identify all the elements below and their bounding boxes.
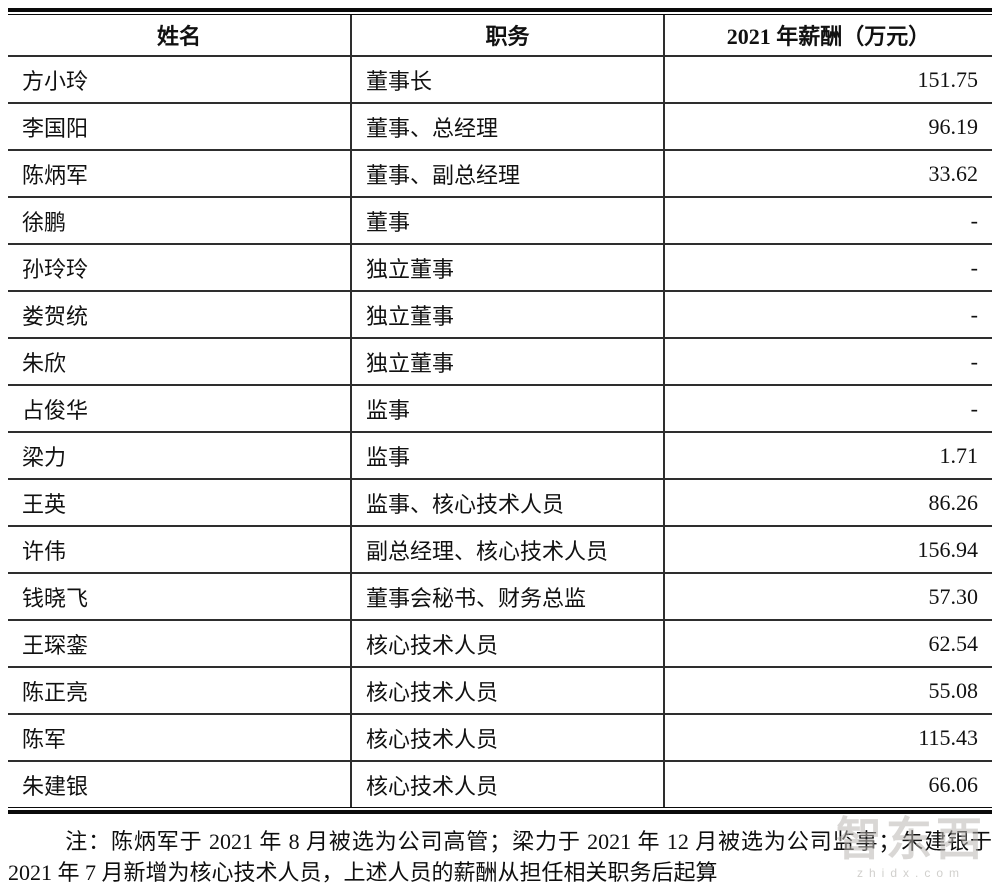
salary-cell: - xyxy=(663,386,992,431)
title-cell: 董事长 xyxy=(350,57,663,102)
salary-cell: 33.62 xyxy=(663,151,992,196)
salary-cell: - xyxy=(663,198,992,243)
name-cell: 朱欣 xyxy=(22,350,67,376)
name-cell: 钱晓飞 xyxy=(22,585,89,611)
title-cell: 董事、副总经理 xyxy=(350,151,663,196)
title-cell: 核心技术人员 xyxy=(350,762,663,807)
salary-cell: 66.06 xyxy=(663,762,992,807)
table-row: 占俊华 监事 - xyxy=(8,386,992,433)
title-cell: 董事、总经理 xyxy=(350,104,663,149)
salary-cell: - xyxy=(663,292,992,337)
salary-cell: 156.94 xyxy=(663,527,992,572)
table-row: 陈军 核心技术人员 115.43 xyxy=(8,715,992,762)
table-row: 陈炳军 董事、副总经理 33.62 xyxy=(8,151,992,198)
title-cell: 独立董事 xyxy=(350,339,663,384)
salary-cell: 57.30 xyxy=(663,574,992,619)
header-title: 职务 xyxy=(350,15,663,55)
table-header-row: 姓名 职务 2021 年薪酬（万元） xyxy=(8,15,992,57)
name-cell: 陈炳军 xyxy=(22,162,89,188)
title-cell: 独立董事 xyxy=(350,292,663,337)
table-row: 钱晓飞 董事会秘书、财务总监 57.30 xyxy=(8,574,992,621)
salary-cell: 86.26 xyxy=(663,480,992,525)
title-cell: 监事 xyxy=(350,386,663,431)
title-cell: 核心技术人员 xyxy=(350,668,663,713)
name-cell: 陈军 xyxy=(22,726,67,752)
name-cell: 王琛銮 xyxy=(22,632,89,658)
name-cell: 娄贺统 xyxy=(22,303,89,329)
table-row: 朱欣 独立董事 - xyxy=(8,339,992,386)
title-cell: 独立董事 xyxy=(350,245,663,290)
salary-cell: 151.75 xyxy=(663,57,992,102)
name-cell: 陈正亮 xyxy=(22,679,89,705)
table-row: 孙玲玲 独立董事 - xyxy=(8,245,992,292)
table-row: 方小玲 董事长 151.75 xyxy=(8,57,992,104)
name-cell: 朱建银 xyxy=(22,773,89,799)
table-top-rule xyxy=(8,8,992,15)
title-cell: 核心技术人员 xyxy=(350,715,663,760)
table-row: 徐鹏 董事 - xyxy=(8,198,992,245)
salary-cell: 55.08 xyxy=(663,668,992,713)
salary-cell: 115.43 xyxy=(663,715,992,760)
table-row: 王英 监事、核心技术人员 86.26 xyxy=(8,480,992,527)
title-cell: 董事 xyxy=(350,198,663,243)
title-cell: 副总经理、核心技术人员 xyxy=(350,527,663,572)
name-cell: 王英 xyxy=(22,491,67,517)
table-row: 梁力 监事 1.71 xyxy=(8,433,992,480)
header-name: 姓名 xyxy=(156,24,201,49)
header-salary: 2021 年薪酬（万元） xyxy=(663,15,992,55)
title-cell: 监事、核心技术人员 xyxy=(350,480,663,525)
name-cell: 占俊华 xyxy=(22,397,89,423)
salary-cell: - xyxy=(663,339,992,384)
name-cell: 孙玲玲 xyxy=(22,256,89,282)
name-cell: 徐鹏 xyxy=(22,209,67,235)
table-row: 李国阳 董事、总经理 96.19 xyxy=(8,104,992,151)
table-body: 方小玲 董事长 151.75 李国阳 董事、总经理 96.19 陈炳军 董事、副… xyxy=(8,57,992,807)
salary-cell: 1.71 xyxy=(663,433,992,478)
table-row: 朱建银 核心技术人员 66.06 xyxy=(8,762,992,807)
title-cell: 监事 xyxy=(350,433,663,478)
table-row: 娄贺统 独立董事 - xyxy=(8,292,992,339)
title-cell: 核心技术人员 xyxy=(350,621,663,666)
table-bottom-rule xyxy=(8,807,992,814)
salary-cell: 96.19 xyxy=(663,104,992,149)
footnote: 注：陈炳军于 2021 年 8 月被选为公司高管；梁力于 2021 年 12 月… xyxy=(8,829,992,885)
name-cell: 许伟 xyxy=(22,538,67,564)
table-row: 王琛銮 核心技术人员 62.54 xyxy=(8,621,992,668)
name-cell: 方小玲 xyxy=(22,68,89,94)
salary-cell: 62.54 xyxy=(663,621,992,666)
name-cell: 李国阳 xyxy=(22,115,89,141)
title-cell: 董事会秘书、财务总监 xyxy=(350,574,663,619)
table-row: 许伟 副总经理、核心技术人员 156.94 xyxy=(8,527,992,574)
compensation-table: 姓名 职务 2021 年薪酬（万元） 方小玲 董事长 151.75 李国阳 董事… xyxy=(8,8,992,814)
salary-cell: - xyxy=(663,245,992,290)
table-row: 陈正亮 核心技术人员 55.08 xyxy=(8,668,992,715)
name-cell: 梁力 xyxy=(22,444,67,470)
